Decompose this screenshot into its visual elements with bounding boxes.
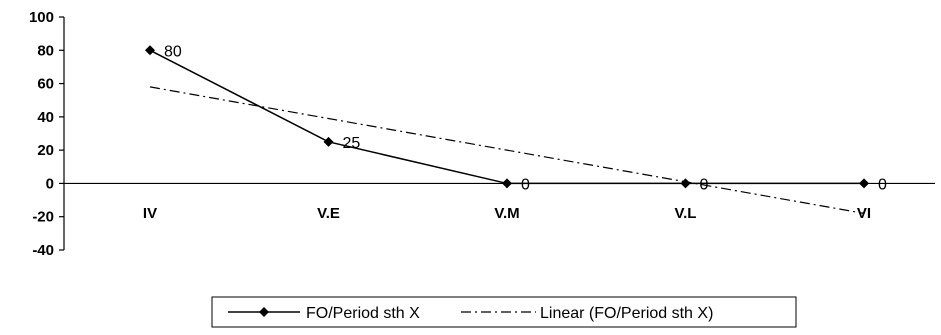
x-tick-label: VI: [857, 205, 871, 222]
data-point-marker: [680, 178, 691, 189]
data-point-marker: [502, 178, 512, 189]
series-line: [149, 49, 864, 185]
data-label: 80: [164, 43, 182, 60]
y-tick-label: -40: [32, 242, 54, 259]
y-tick-label: 60: [37, 76, 54, 93]
legend-series-label: FO/Period sth X: [306, 305, 420, 322]
trendline-group: [149, 86, 865, 214]
y-tick-label: 0: [46, 175, 54, 192]
y-tick-label: -20: [32, 209, 54, 226]
x-tick-label: V.M: [494, 205, 519, 222]
data-label: 0: [521, 176, 530, 193]
legend: FO/Period sth X Linear (FO/Period sth X): [211, 296, 797, 328]
trendline: [149, 86, 865, 214]
x-tick-label: V.L: [675, 205, 697, 222]
legend-series-marker: [259, 307, 269, 317]
y-tick-label: 100: [29, 9, 54, 26]
legend-trendline-label: Linear (FO/Period sth X): [540, 305, 713, 322]
x-tick-label: V.E: [317, 205, 340, 222]
series-group: 80 25 0 0 0: [145, 43, 887, 193]
data-label: 0: [700, 176, 709, 193]
data-label: 25: [343, 135, 361, 152]
data-point-marker: [859, 178, 869, 189]
y-tick-label: 80: [37, 42, 54, 59]
data-label: 0: [878, 176, 887, 193]
y-axis: 100 80 60 40 20 0 -20 -40: [29, 9, 65, 259]
data-point-marker: [145, 45, 155, 56]
data-point-marker: [323, 136, 334, 147]
y-tick-label: 40: [37, 109, 54, 126]
y-tick-label: 20: [37, 142, 54, 159]
x-tick-label: IV: [143, 205, 157, 222]
